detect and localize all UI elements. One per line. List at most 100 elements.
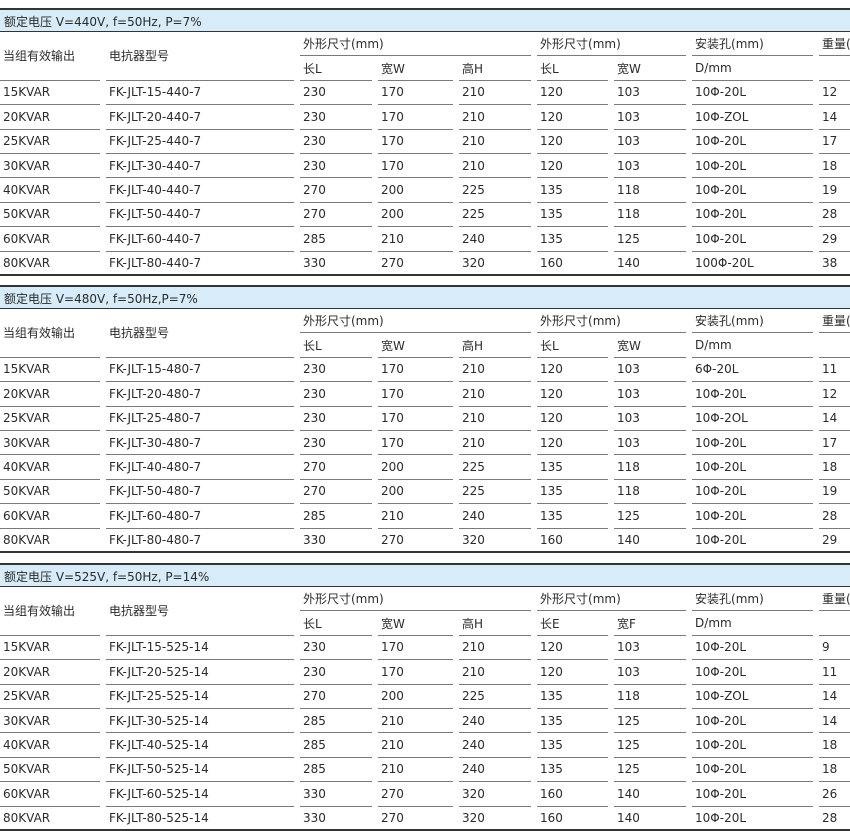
table-cell: 170 <box>378 81 453 106</box>
table-cell: 120 <box>537 660 609 685</box>
table-cell: 135 <box>537 685 609 709</box>
table-cell: 10Φ-20L <box>692 382 814 407</box>
table-title: 额定电压 V=525V, f=50Hz, P=14% <box>0 563 850 587</box>
table-cell: 140 <box>614 782 687 807</box>
table-cell: 10Φ-20L <box>692 709 814 734</box>
table-cell: 210 <box>459 407 532 431</box>
table-cell: 60KVAR <box>0 782 100 807</box>
table-cell: 25KVAR <box>0 407 100 431</box>
table-row: 50KVAR FK-JLT-50-525-14 285 210 240 135 125 10Φ… <box>0 758 850 783</box>
table-row: 80KVAR FK-JLT-80-440-7 330 270 320 160 140 100Φ… <box>0 252 850 275</box>
table-row: 20KVAR FK-JLT-20-480-7 230 170 210 120 103 10Φ-… <box>0 382 850 407</box>
table-title: 额定电压 V=480V, f=50Hz,P=7% <box>0 285 850 309</box>
table-cell: 230 <box>300 382 372 407</box>
table-cell: 230 <box>300 431 372 456</box>
table-cell: 118 <box>614 455 687 480</box>
table-cell: 40KVAR <box>0 178 100 203</box>
table-cell: 270 <box>381 811 404 826</box>
table-cell: FK-JLT-80-440-7 <box>109 256 202 271</box>
table-cell: 10Φ-20L <box>692 431 814 456</box>
table-bottom-rule <box>0 828 850 831</box>
table-cell: 270 <box>300 480 372 505</box>
table-cell: 120 <box>537 382 609 407</box>
spec-table: 当组有效输出电抗器型号外形尺寸(mm)外形尺寸(mm)安装孔(mm)重量(KG)… <box>0 32 850 275</box>
table-cell: 285 <box>300 758 372 783</box>
subheader-row: 长L 宽W 高H 长L 宽W D/mm <box>0 56 850 81</box>
table-cell: 135 <box>537 504 609 529</box>
table-cell: FK-JLT-20-440-7 <box>106 105 294 130</box>
table-cell: 100Φ-20L <box>695 256 754 271</box>
table-cell: 320 <box>462 256 485 271</box>
table-cell: 330 <box>303 533 326 548</box>
table-cell: 200 <box>378 178 453 203</box>
subheader-cell: 长E <box>537 611 609 636</box>
table-cell: 200 <box>378 685 453 709</box>
table-cell: 210 <box>378 758 453 783</box>
table-cell: 14 <box>819 105 850 130</box>
table-cell: 118 <box>614 203 687 228</box>
table-cell: FK-JLT-30-440-7 <box>106 154 294 179</box>
table-row: 40KVAR FK-JLT-40-480-7 270 200 225 135 118 10Φ-… <box>0 455 850 480</box>
table-row: 15KVAR FK-JLT-15-480-7 230 170 210 120 103 6Φ-2… <box>0 358 850 383</box>
table-cell: 240 <box>459 504 532 529</box>
table-cell: 10Φ-20L <box>692 455 814 480</box>
table-cell: 210 <box>378 733 453 758</box>
table-cell: FK-JLT-25-440-7 <box>106 130 294 154</box>
table-cell: 210 <box>459 660 532 685</box>
table-cell: 50KVAR <box>0 480 100 505</box>
table-cell: 103 <box>614 154 687 179</box>
table-row: 20KVAR FK-JLT-20-525-14 230 170 210 120 103 10Φ… <box>0 660 850 685</box>
table-cell: FK-JLT-25-480-7 <box>106 407 294 431</box>
table-cell: 200 <box>378 480 453 505</box>
table-cell: 170 <box>378 636 453 661</box>
table-cell: FK-JLT-50-525-14 <box>106 758 294 783</box>
table-cell: 28 <box>822 811 838 826</box>
table-row: 50KVAR FK-JLT-50-480-7 270 200 225 135 118 10Φ-… <box>0 480 850 505</box>
table-cell: 230 <box>300 130 372 154</box>
spec-table-1: 额定电压 V=440V, f=50Hz, P=7% 当组有效输出 电抗器型号 外形尺寸… <box>0 8 850 276</box>
table-cell: 103 <box>614 130 687 154</box>
table-cell: 120 <box>537 105 609 130</box>
table-cell: 270 <box>300 455 372 480</box>
table-cell: FK-JLT-60-480-7 <box>106 504 294 529</box>
table-cell: 28 <box>819 504 850 529</box>
table-cell: 230 <box>300 358 372 383</box>
table-cell: 30KVAR <box>0 154 100 179</box>
header-mounting-hole: 安装孔(mm) <box>692 32 814 57</box>
table-cell: 270 <box>300 203 372 228</box>
table-row: 15KVAR FK-JLT-15-525-14 230 170 210 120 103 10Φ… <box>0 636 850 661</box>
table-row: 50KVAR FK-JLT-50-440-7 270 200 225 135 118 10Φ-… <box>0 203 850 228</box>
table-cell: 330 <box>303 811 326 826</box>
table-cell: 160 <box>537 782 609 807</box>
table-row: 60KVAR FK-JLT-60-480-7 285 210 240 135 125 10Φ-… <box>0 504 850 529</box>
table-cell: FK-JLT-30-525-14 <box>106 709 294 734</box>
table-cell: 10Φ-20L <box>692 758 814 783</box>
table-cell: 225 <box>459 455 532 480</box>
table-cell: 118 <box>614 480 687 505</box>
table-cell: 103 <box>614 81 687 106</box>
table-cell: 200 <box>378 203 453 228</box>
table-cell: 210 <box>459 81 532 106</box>
table-cell: 135 <box>537 178 609 203</box>
header-model: 电抗器型号 <box>106 309 294 358</box>
table-cell: 320 <box>459 782 532 807</box>
table-cell: 10Φ-20L <box>692 480 814 505</box>
table-cell: 80KVAR <box>3 533 51 548</box>
table-cell: 10Φ-20L <box>692 130 814 154</box>
subheader-empty <box>819 56 850 81</box>
table-cell: 125 <box>614 733 687 758</box>
table-row: 30KVAR FK-JLT-30-440-7 230 170 210 120 103 10Φ-… <box>0 154 850 179</box>
table-cell: 20KVAR <box>0 105 100 130</box>
table-cell: 14 <box>819 709 850 734</box>
table-cell: 320 <box>462 811 485 826</box>
table-cell: 170 <box>378 407 453 431</box>
table-row: 15KVAR FK-JLT-15-440-7 230 170 210 120 103 10Φ-… <box>0 81 850 106</box>
table-cell: 103 <box>614 660 687 685</box>
table-cell: 170 <box>378 660 453 685</box>
table-cell: 170 <box>378 130 453 154</box>
header-weight: 重量(KG) <box>819 587 850 612</box>
table-cell: 10Φ-20L <box>692 81 814 106</box>
table-cell: 230 <box>300 81 372 106</box>
